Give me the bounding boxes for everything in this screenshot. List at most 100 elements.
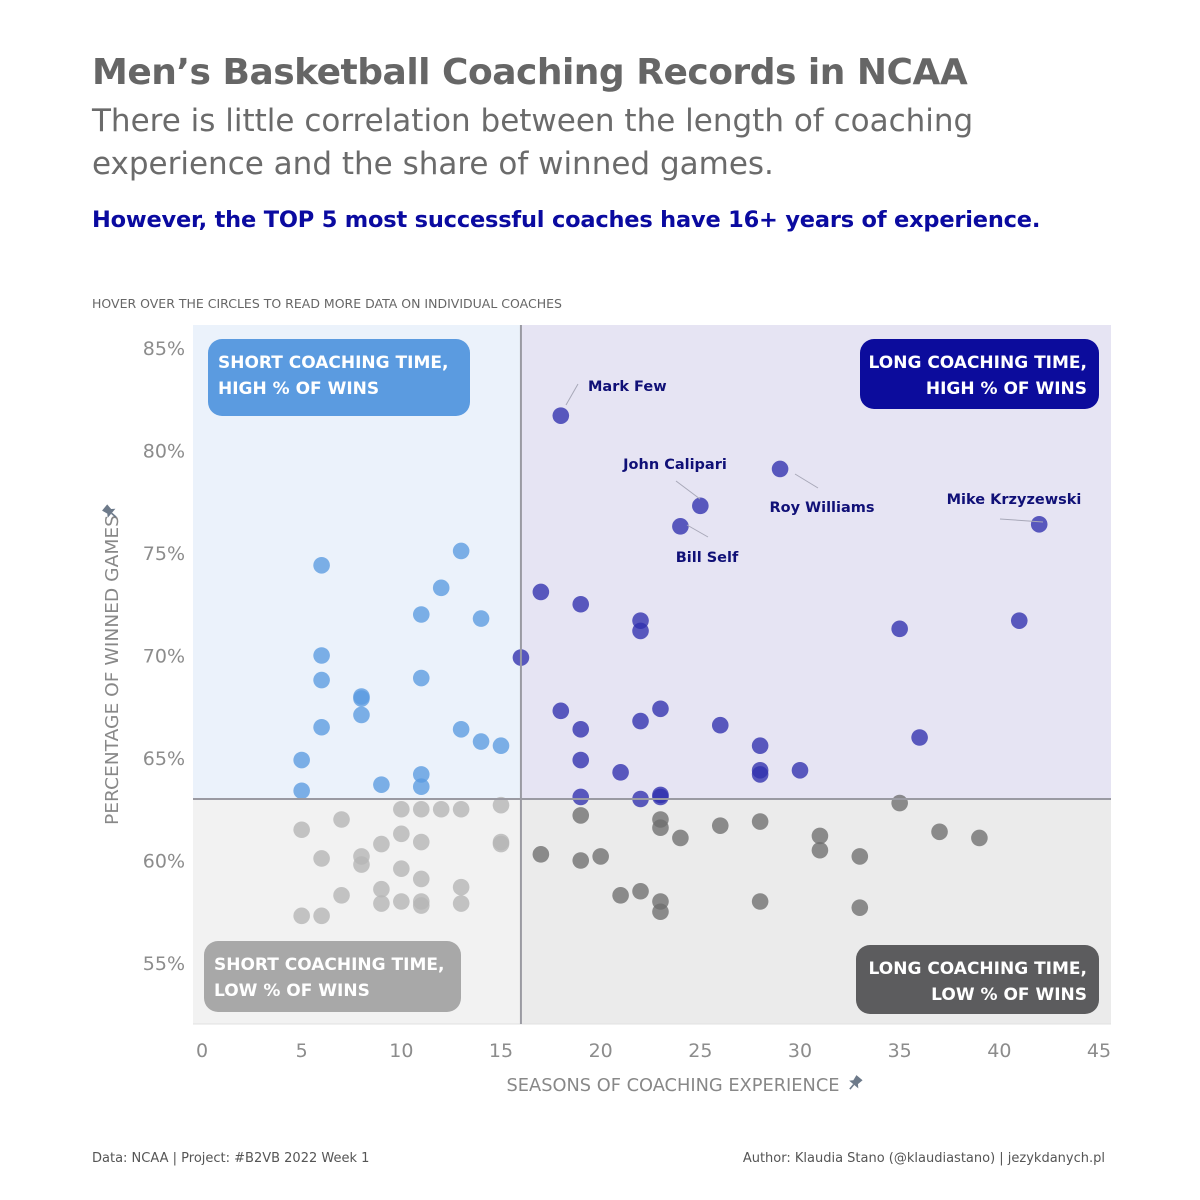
data-point-short-low[interactable] — [393, 800, 410, 818]
x-axis-pin-icon[interactable] — [845, 1074, 864, 1093]
data-source: Data: NCAA | Project: #B2VB 2022 Week 1 — [92, 1151, 370, 1166]
data-point-short-high[interactable] — [353, 690, 370, 707]
data-point-long-high[interactable] — [572, 751, 590, 769]
data-point-short-low[interactable] — [452, 800, 470, 818]
data-point-long-low[interactable] — [672, 829, 689, 847]
data-point-short-low[interactable] — [412, 870, 430, 888]
y-tick-label: 60% — [143, 851, 185, 873]
data-point-short-low[interactable] — [393, 825, 410, 843]
data-point-long-low[interactable] — [652, 903, 669, 921]
data-point-long-high[interactable] — [672, 518, 689, 535]
data-point-long-low[interactable] — [751, 893, 769, 910]
data-point-short-low[interactable] — [373, 895, 390, 912]
quadrant-label-short-low: LOW % OF WINS — [214, 981, 370, 1001]
data-point-long-high[interactable] — [572, 595, 590, 613]
data-point-long-low[interactable] — [572, 852, 590, 869]
data-point-short-low[interactable] — [333, 811, 350, 828]
data-point-long-high[interactable] — [1030, 516, 1048, 533]
data-point-long-high[interactable] — [751, 737, 769, 754]
data-point-short-low[interactable] — [313, 850, 330, 867]
data-point-long-high[interactable] — [632, 622, 649, 640]
x-tick-label: 40 — [987, 1040, 1011, 1062]
data-point-short-low[interactable] — [373, 835, 390, 853]
data-point-short-low[interactable] — [373, 880, 390, 898]
data-point-long-high[interactable] — [652, 700, 669, 718]
data-point-short-low[interactable] — [492, 835, 510, 853]
data-point-long-low[interactable] — [851, 848, 869, 865]
data-point-short-high[interactable] — [452, 542, 470, 560]
x-tick-label: 25 — [688, 1040, 712, 1062]
data-point-short-low[interactable] — [293, 821, 310, 839]
data-point-short-high[interactable] — [472, 733, 490, 750]
data-point-long-high[interactable] — [891, 620, 908, 638]
annotation-leader — [565, 383, 579, 406]
data-point-short-high[interactable] — [293, 751, 310, 769]
data-point-long-low[interactable] — [532, 846, 550, 863]
data-point-long-low[interactable] — [592, 848, 609, 865]
data-point-long-low[interactable] — [971, 829, 988, 847]
data-point-short-high[interactable] — [412, 766, 430, 783]
data-point-long-high[interactable] — [652, 788, 669, 806]
data-point-short-high[interactable] — [492, 737, 510, 754]
data-point-long-high[interactable] — [791, 762, 809, 779]
data-point-long-high[interactable] — [532, 583, 550, 601]
quadrant-label-short-high: SHORT COACHING TIME, — [218, 353, 448, 373]
x-tick-label: 45 — [1087, 1040, 1111, 1062]
data-point-long-low[interactable] — [891, 794, 908, 812]
data-point-short-high[interactable] — [313, 718, 330, 736]
data-point-long-low[interactable] — [931, 823, 948, 841]
y-tick-label: 75% — [143, 543, 185, 565]
data-point-long-low[interactable] — [632, 882, 649, 900]
data-point-short-low[interactable] — [432, 800, 450, 818]
data-point-long-low[interactable] — [652, 819, 669, 836]
data-point-short-high[interactable] — [412, 669, 430, 687]
data-point-long-high[interactable] — [612, 764, 629, 781]
data-point-short-high[interactable] — [353, 706, 370, 724]
data-point-long-low[interactable] — [851, 899, 869, 916]
data-point-long-low[interactable] — [751, 813, 769, 830]
data-point-long-high[interactable] — [771, 460, 789, 478]
data-point-long-high[interactable] — [552, 407, 570, 424]
page-subtitle: There is little correlation between the … — [92, 103, 974, 182]
data-point-short-low[interactable] — [353, 856, 370, 873]
data-point-short-low[interactable] — [412, 833, 430, 851]
data-point-long-high[interactable] — [711, 716, 729, 734]
y-axis-pin-icon[interactable] — [101, 503, 120, 522]
data-point-short-low[interactable] — [412, 800, 430, 818]
key-insight: However, the TOP 5 most successful coach… — [92, 207, 1041, 233]
data-point-long-high[interactable] — [572, 721, 590, 738]
author-credit[interactable]: Author: Klaudia Stano (@klaudiastano) | … — [742, 1151, 1105, 1166]
data-point-long-low[interactable] — [711, 817, 729, 834]
data-point-short-low[interactable] — [452, 878, 470, 896]
data-point-long-high[interactable] — [632, 712, 649, 730]
data-point-short-high[interactable] — [313, 647, 330, 664]
data-point-long-low[interactable] — [811, 841, 829, 859]
data-point-short-high[interactable] — [412, 606, 430, 623]
data-point-short-high[interactable] — [412, 778, 430, 795]
data-point-long-high[interactable] — [911, 729, 928, 746]
data-point-short-low[interactable] — [313, 907, 330, 925]
data-point-short-high[interactable] — [293, 782, 310, 800]
data-point-short-low[interactable] — [412, 897, 430, 914]
data-point-short-low[interactable] — [452, 895, 470, 912]
data-point-short-low[interactable] — [333, 887, 350, 904]
data-point-short-low[interactable] — [293, 907, 310, 925]
data-point-long-low[interactable] — [612, 887, 629, 904]
data-point-long-high[interactable] — [1010, 612, 1028, 629]
data-point-short-low[interactable] — [492, 796, 510, 814]
data-point-short-low[interactable] — [393, 893, 410, 910]
data-point-short-high[interactable] — [432, 579, 450, 597]
data-point-long-low[interactable] — [572, 807, 590, 824]
data-point-long-low[interactable] — [811, 827, 829, 845]
data-point-short-low[interactable] — [393, 860, 410, 877]
data-point-long-high[interactable] — [572, 788, 590, 806]
data-point-long-high[interactable] — [692, 497, 709, 515]
data-point-short-high[interactable] — [452, 721, 470, 738]
page-title: Men’s Basketball Coaching Records in NCA… — [92, 52, 968, 93]
data-point-short-high[interactable] — [373, 776, 390, 793]
data-point-short-high[interactable] — [472, 610, 490, 627]
data-point-long-high[interactable] — [751, 766, 769, 783]
data-point-long-high[interactable] — [552, 702, 570, 720]
data-point-short-high[interactable] — [313, 557, 330, 574]
data-point-short-high[interactable] — [313, 671, 330, 689]
